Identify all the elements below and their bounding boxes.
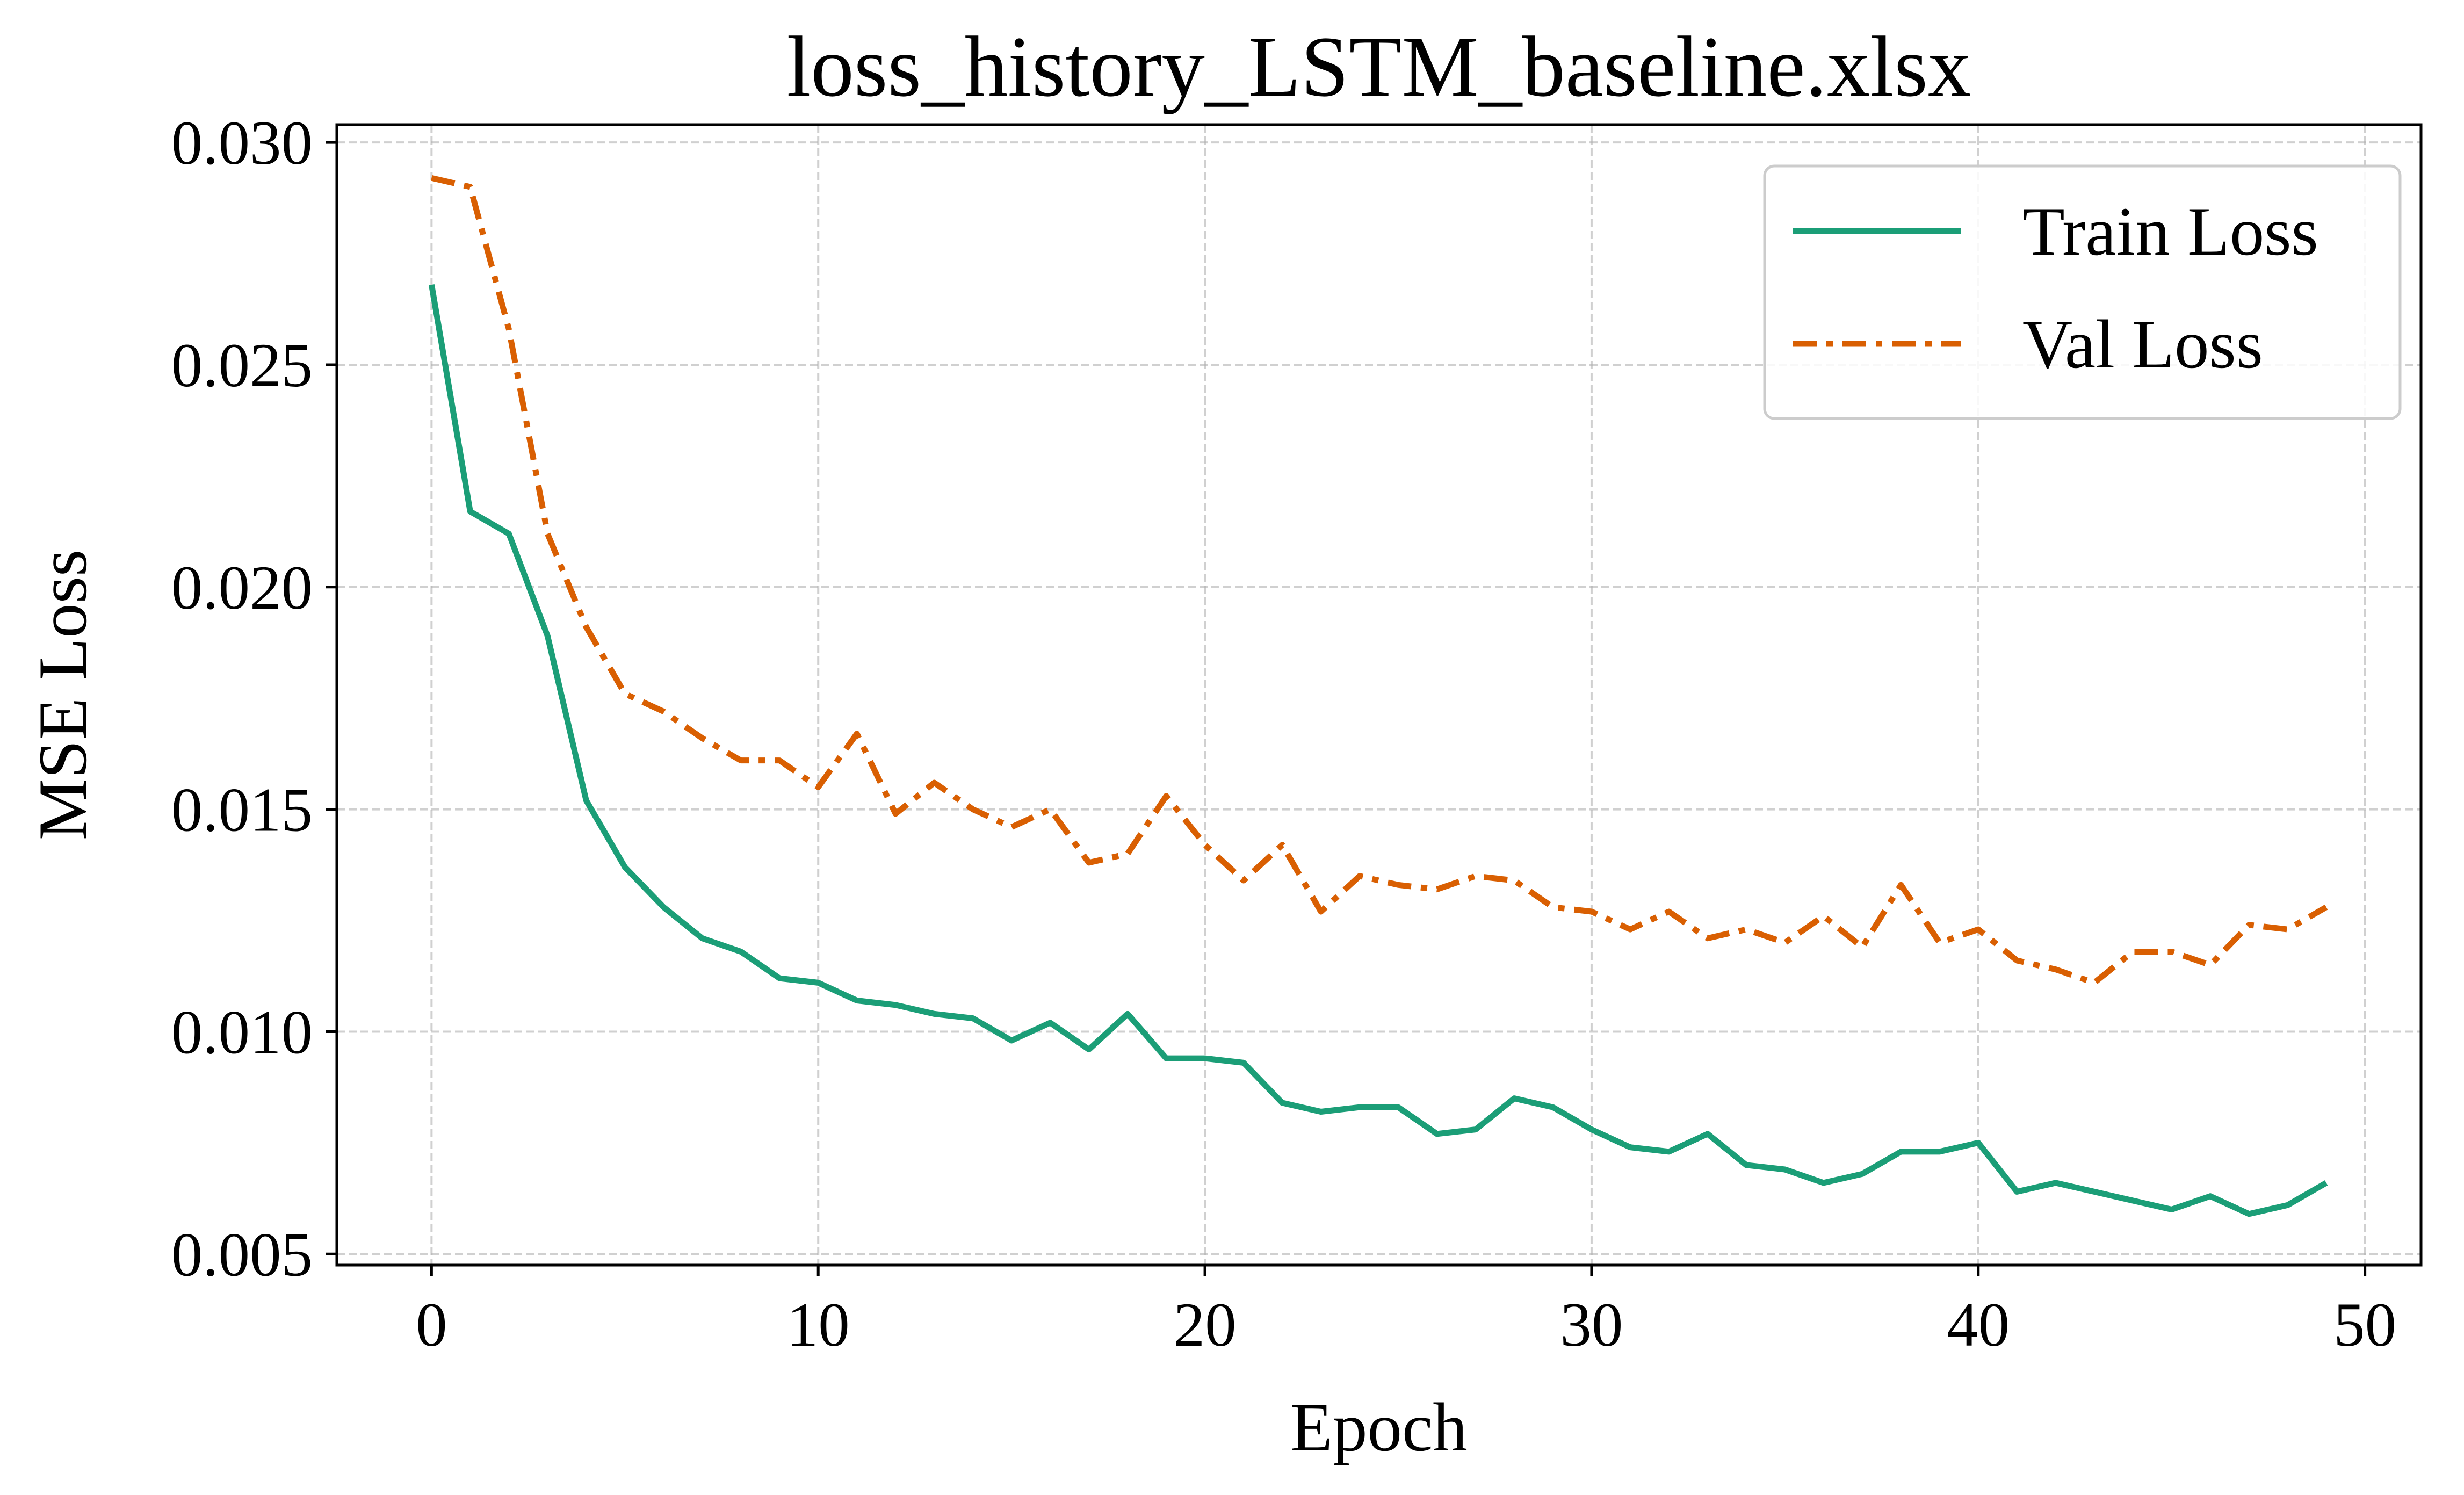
series-line-val-loss xyxy=(431,175,2328,986)
x-tick-label: 50 xyxy=(2333,1290,2396,1360)
x-tick-label: 0 xyxy=(416,1290,447,1360)
y-tick-label: 0.025 xyxy=(171,331,313,400)
y-tick-label: 0.020 xyxy=(171,553,313,623)
legend: Train Loss Val Loss xyxy=(1763,164,2402,420)
x-tick-label: 20 xyxy=(1174,1290,1237,1360)
legend-label-val-loss: Val Loss xyxy=(2022,306,2263,382)
plot-frame xyxy=(335,123,2423,1267)
y-axis-label: MSE Loss xyxy=(24,550,101,840)
chart-title: loss_history_LSTM_baseline.xlsx xyxy=(787,19,1971,114)
series-lines xyxy=(428,175,2328,1217)
x-tick-label: 40 xyxy=(1947,1290,2010,1360)
y-tick-label: 0.015 xyxy=(171,776,313,845)
grid xyxy=(337,125,2421,1265)
x-tick-label: 10 xyxy=(787,1290,850,1360)
y-tick-label: 0.030 xyxy=(171,109,313,178)
legend-label-train-loss: Train Loss xyxy=(2022,193,2318,270)
x-tick-label: 30 xyxy=(1560,1290,1623,1360)
axis-ticks: 0 10 20 30 40 50 0.005 0.010 0.015 0.020 0.025 0.03… xyxy=(171,109,2396,1360)
series-line-train-loss xyxy=(428,284,2328,1217)
y-tick-label: 0.005 xyxy=(171,1220,313,1289)
x-axis-label: Epoch xyxy=(1290,1389,1468,1465)
y-tick-label: 0.010 xyxy=(171,998,313,1067)
